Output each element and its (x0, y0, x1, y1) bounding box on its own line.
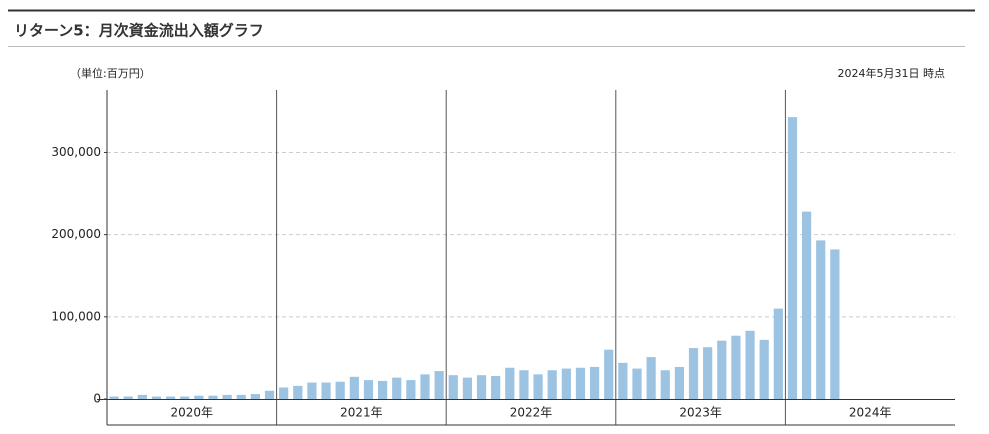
y-tick-label: 100,000 (51, 309, 101, 323)
bar (151, 396, 162, 399)
bar (533, 374, 543, 399)
bar (448, 375, 458, 399)
unit-label: （単位:百万円） (70, 66, 151, 80)
bar (731, 335, 741, 399)
bar (363, 380, 374, 399)
bar (434, 371, 444, 399)
bar (180, 396, 190, 399)
bar (307, 382, 317, 399)
bar (674, 366, 684, 399)
bar (787, 117, 798, 399)
bar (688, 348, 699, 399)
bar (406, 380, 416, 399)
bar (335, 381, 345, 399)
bar (123, 396, 133, 399)
bar (264, 390, 275, 399)
bar (109, 396, 119, 399)
bar (802, 211, 812, 399)
bar (773, 308, 783, 399)
bar (561, 368, 571, 399)
bar (293, 385, 303, 399)
bar (703, 347, 713, 399)
x-tick-label: 2021年 (340, 406, 383, 420)
bar (660, 370, 670, 399)
bar (759, 339, 769, 399)
bar (604, 349, 614, 399)
bar (830, 249, 840, 399)
bar (816, 240, 826, 399)
bar (378, 380, 388, 399)
bar (462, 377, 472, 399)
bar (420, 374, 430, 399)
bar (745, 330, 755, 399)
bar (632, 368, 642, 399)
bar (392, 377, 402, 399)
bar (519, 370, 529, 399)
bar (321, 382, 331, 399)
bar (137, 394, 147, 399)
bar (575, 367, 586, 399)
bar (491, 375, 501, 399)
bar (505, 367, 515, 399)
bar (222, 394, 232, 399)
bar (194, 395, 204, 399)
y-tick-label: 200,000 (51, 227, 101, 241)
bar (717, 340, 727, 399)
bar (590, 366, 600, 399)
x-tick-label: 2023年 (679, 406, 722, 420)
bar (279, 387, 289, 399)
bar (349, 376, 359, 399)
y-tick-label: 300,000 (51, 145, 101, 159)
as-of-date: 2024年5月31日 時点 (838, 66, 946, 80)
bar (208, 395, 218, 399)
bar (476, 375, 487, 399)
bar (250, 394, 260, 399)
bar (236, 394, 246, 399)
bar (547, 370, 557, 399)
bar (646, 357, 656, 399)
chart-title: リターン5：月次資金流出入額グラフ (14, 22, 264, 40)
y-tick-label: 0 (93, 392, 101, 406)
bar (618, 362, 628, 399)
x-tick-label: 2024年 (849, 406, 892, 420)
x-tick-label: 2020年 (171, 406, 214, 420)
bar (166, 396, 176, 399)
x-tick-label: 2022年 (510, 406, 553, 420)
